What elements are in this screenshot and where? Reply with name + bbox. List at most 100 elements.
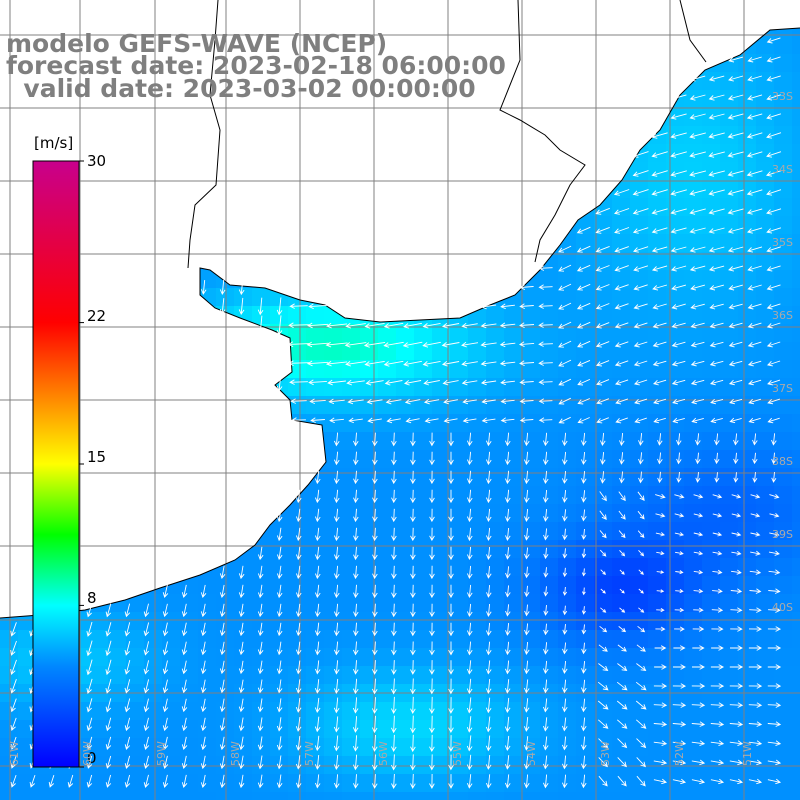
- wind-arrow: [600, 471, 606, 484]
- wind-arrow: [481, 398, 496, 405]
- wind-speed-cell: [522, 396, 541, 415]
- wind-speed-cell: [396, 792, 415, 800]
- wind-arrow: [422, 341, 441, 348]
- wind-speed-cell: [324, 558, 343, 577]
- wind-arrow: [561, 736, 568, 751]
- wind-arrow: [333, 622, 340, 637]
- wind-arrow: [731, 550, 742, 556]
- wind-arrow: [749, 607, 762, 613]
- wind-speed-cell: [756, 270, 775, 289]
- wind-arrow: [314, 697, 321, 714]
- wind-speed-cell: [576, 720, 595, 739]
- wind-arrow: [181, 698, 188, 713]
- wind-arrow: [523, 489, 530, 504]
- wind-arrow: [576, 321, 591, 329]
- wind-arrow: [372, 546, 378, 561]
- wind-speed-cell: [234, 288, 253, 307]
- wind-speed-cell: [738, 108, 757, 127]
- wind-arrow: [730, 626, 743, 632]
- wind-arrow: [333, 451, 340, 466]
- wind-arrow: [708, 75, 725, 82]
- wind-speed-cell: [630, 648, 649, 667]
- wind-speed-cell: [792, 396, 800, 415]
- wind-speed-cell: [414, 432, 433, 451]
- wind-speed-cell: [396, 540, 415, 559]
- wind-speed-cell: [180, 612, 199, 631]
- wind-speed-cell: [792, 648, 800, 667]
- wind-arrow: [345, 361, 366, 367]
- wind-arrow: [690, 322, 705, 329]
- wind-arrow: [295, 622, 302, 637]
- wind-arrow: [429, 508, 435, 523]
- wind-arrow: [219, 298, 226, 315]
- wind-arrow: [124, 603, 131, 618]
- wind-speed-cell: [0, 756, 19, 775]
- wind-speed-cell: [576, 450, 595, 469]
- wind-arrow: [618, 530, 626, 539]
- wind-speed-cell: [486, 630, 505, 649]
- wind-speed-cell: [738, 468, 757, 487]
- wind-arrow: [729, 702, 744, 708]
- wind-arrow: [689, 227, 706, 234]
- wind-arrow: [710, 417, 723, 424]
- wind-speed-cell: [126, 738, 145, 757]
- wind-speed-cell: [360, 414, 379, 433]
- wind-speed-cell: [414, 720, 433, 739]
- wind-arrow: [633, 303, 648, 310]
- wind-arrow: [766, 37, 781, 44]
- wind-speed-cell: [288, 594, 307, 613]
- wind-arrow: [690, 341, 705, 348]
- wind-arrow: [618, 510, 626, 520]
- wind-arrow: [651, 208, 668, 215]
- wind-arrow: [295, 755, 302, 770]
- wind-arrow: [429, 489, 435, 504]
- wind-arrow: [712, 569, 723, 575]
- wind-arrow: [200, 641, 207, 656]
- wind-speed-cell: [360, 756, 379, 775]
- wind-speed-cell: [396, 612, 415, 631]
- wind-arrow: [524, 641, 530, 655]
- wind-arrow: [162, 641, 169, 656]
- wind-speed-cell: [612, 396, 631, 415]
- wind-speed-cell: [630, 198, 649, 217]
- wind-speed-cell: [486, 540, 505, 559]
- wind-speed-cell: [558, 468, 577, 487]
- wind-speed-cell: [774, 414, 793, 433]
- wind-arrow: [637, 625, 646, 633]
- wind-arrow: [504, 679, 511, 694]
- wind-arrow: [448, 697, 454, 714]
- wind-arrow: [562, 624, 568, 635]
- wind-arrow: [769, 512, 780, 518]
- wind-arrow: [538, 379, 553, 385]
- wind-arrow: [577, 398, 590, 405]
- wind-speed-cell: [720, 126, 739, 145]
- wind-speed-cell: [54, 774, 73, 793]
- wind-arrow: [461, 341, 479, 348]
- wind-arrow: [448, 508, 454, 523]
- wind-speed-cell: [630, 630, 649, 649]
- wind-arrow: [633, 284, 648, 291]
- wind-speed-cell: [792, 522, 800, 541]
- wind-speed-cell: [360, 648, 379, 667]
- wind-arrow: [543, 509, 549, 522]
- wind-arrow: [689, 113, 706, 120]
- wind-arrow: [634, 398, 648, 405]
- wind-arrow: [162, 679, 169, 694]
- wind-arrow: [709, 379, 724, 386]
- wind-arrow: [485, 660, 492, 675]
- wind-arrow: [257, 315, 264, 336]
- wind-arrow: [424, 417, 439, 424]
- wind-speed-cell: [792, 162, 800, 181]
- wind-arrow: [731, 513, 742, 518]
- wind-speed-cell: [324, 594, 343, 613]
- wind-arrow: [692, 626, 705, 632]
- wind-speed-cell: [306, 648, 325, 667]
- wind-arrow: [581, 587, 586, 596]
- wind-arrow: [429, 696, 435, 715]
- wind-speed-cell: [342, 396, 361, 415]
- wind-speed-cell: [216, 792, 235, 800]
- longitude-label: 56W: [377, 741, 390, 766]
- wind-speed-cell: [360, 558, 379, 577]
- wind-arrow: [404, 398, 421, 405]
